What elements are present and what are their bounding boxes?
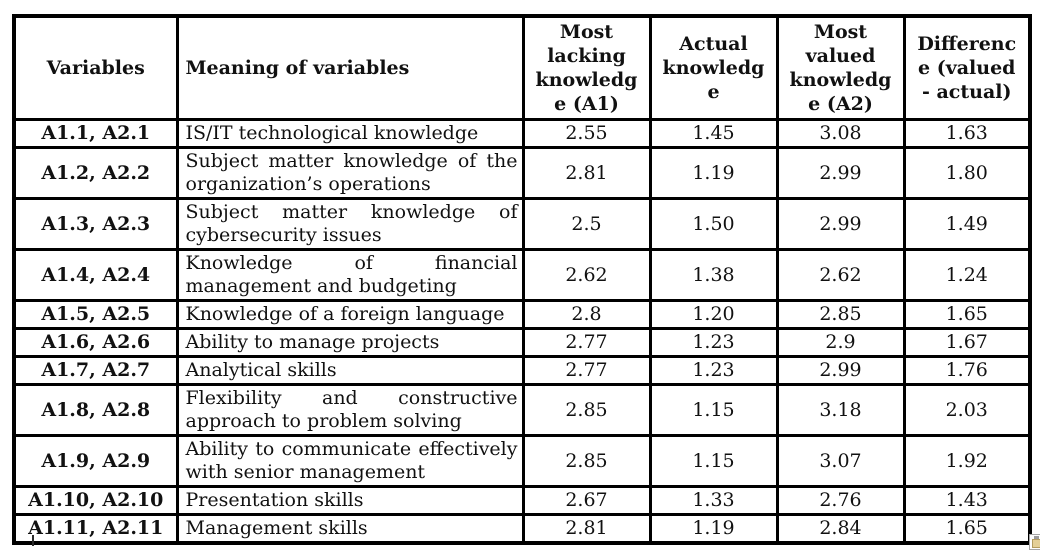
actual-cell: 1.15 [648, 434, 779, 488]
variables-cell: A1.5, A2.5 [12, 299, 179, 330]
actual-cell: 1.23 [648, 355, 779, 386]
variables-cell: A1.9, A2.9 [12, 434, 179, 488]
most-valued-cell: 2.9 [775, 327, 906, 358]
variables-cell: A1.8, A2.8 [12, 383, 179, 437]
table-row: A1.8, A2.8 Flexibility and constructive … [12, 383, 1032, 437]
difference-cell: 1.43 [902, 485, 1032, 516]
most-lacking-cell: 2.8 [521, 299, 652, 330]
actual-cell: 1.19 [648, 513, 779, 545]
meaning-cell: Ability to communicate effectively with … [175, 434, 525, 488]
most-valued-cell: 2.76 [775, 485, 906, 516]
variables-cell: A1.10, A2.10 [12, 485, 179, 516]
meaning-cell: Analytical skills [175, 355, 525, 386]
text-cursor [32, 535, 34, 546]
table-row: A1.4, A2.4 Knowledge of financial manage… [12, 248, 1032, 302]
most-lacking-cell: 2.67 [521, 485, 652, 516]
actual-cell: 1.19 [648, 146, 779, 200]
actual-cell: 1.38 [648, 248, 779, 302]
difference-cell: 2.03 [902, 383, 1032, 437]
most-valued-cell: 2.99 [775, 197, 906, 251]
table-row: A1.3, A2.3 Subject matter knowledge of c… [12, 197, 1032, 251]
actual-cell: 1.50 [648, 197, 779, 251]
most-lacking-cell: 2.5 [521, 197, 652, 251]
meaning-cell: Knowledge of financial management and bu… [175, 248, 525, 302]
most-lacking-cell: 2.77 [521, 327, 652, 358]
table-row: A1.5, A2.5 Knowledge of a foreign langua… [12, 299, 1032, 330]
knowledge-comparison-table: Variables Meaning of variables Most lack… [12, 14, 1032, 545]
actual-cell: 1.20 [648, 299, 779, 330]
difference-cell: 1.80 [902, 146, 1032, 200]
difference-cell: 1.49 [902, 197, 1032, 251]
most-lacking-cell: 2.62 [521, 248, 652, 302]
most-lacking-cell: 2.85 [521, 383, 652, 437]
table-row: A1.10, A2.10 Presentation skills 2.67 1.… [12, 485, 1032, 516]
header-actual: Actual knowledg e [648, 14, 779, 121]
most-lacking-cell: 2.81 [521, 146, 652, 200]
meaning-cell: Management skills [175, 513, 525, 545]
variables-cell: A1.6, A2.6 [12, 327, 179, 358]
header-row: Variables Meaning of variables Most lack… [12, 14, 1032, 121]
most-valued-cell: 3.18 [775, 383, 906, 437]
most-valued-cell: 2.84 [775, 513, 906, 545]
meaning-cell: Presentation skills [175, 485, 525, 516]
variables-cell: A1.11, A2.11 [12, 513, 179, 545]
actual-cell: 1.45 [648, 118, 779, 149]
most-valued-cell: 2.62 [775, 248, 906, 302]
header-most-valued: Most valued knowledg e (A2) [775, 14, 906, 121]
actual-cell: 1.15 [648, 383, 779, 437]
meaning-cell: Knowledge of a foreign language [175, 299, 525, 330]
table-row: A1.7, A2.7 Analytical skills 2.77 1.23 2… [12, 355, 1032, 386]
difference-cell: 1.67 [902, 327, 1032, 358]
most-valued-cell: 2.99 [775, 146, 906, 200]
clipboard-clip-icon [1034, 536, 1039, 539]
variables-cell: A1.3, A2.3 [12, 197, 179, 251]
header-meaning: Meaning of variables [175, 14, 525, 121]
table-row: A1.6, A2.6 Ability to manage projects 2.… [12, 327, 1032, 358]
variables-cell: A1.1, A2.1 [12, 118, 179, 149]
header-variables: Variables [12, 14, 179, 121]
actual-cell: 1.23 [648, 327, 779, 358]
meaning-cell: Flexibility and constructive approach to… [175, 383, 525, 437]
paste-options-icon[interactable] [1029, 534, 1040, 550]
header-difference: Differenc e (valued - actual) [902, 14, 1032, 121]
most-lacking-cell: 2.85 [521, 434, 652, 488]
most-lacking-cell: 2.77 [521, 355, 652, 386]
most-valued-cell: 2.99 [775, 355, 906, 386]
variables-cell: A1.7, A2.7 [12, 355, 179, 386]
difference-cell: 1.92 [902, 434, 1032, 488]
difference-cell: 1.65 [902, 299, 1032, 330]
most-valued-cell: 3.07 [775, 434, 906, 488]
most-lacking-cell: 2.55 [521, 118, 652, 149]
difference-cell: 1.76 [902, 355, 1032, 386]
table-row: A1.1, A2.1 IS/IT technological knowledge… [12, 118, 1032, 149]
most-valued-cell: 3.08 [775, 118, 906, 149]
variables-cell: A1.4, A2.4 [12, 248, 179, 302]
difference-cell: 1.65 [902, 513, 1032, 545]
clipboard-sheet-icon [1032, 539, 1040, 548]
header-most-lacking: Most lacking knowledg e (A1) [521, 14, 652, 121]
table-row: A1.11, A2.11 Management skills 2.81 1.19… [12, 513, 1032, 545]
most-valued-cell: 2.85 [775, 299, 906, 330]
table-row: A1.2, A2.2 Subject matter knowledge of t… [12, 146, 1032, 200]
meaning-cell: Ability to manage projects [175, 327, 525, 358]
most-lacking-cell: 2.81 [521, 513, 652, 545]
actual-cell: 1.33 [648, 485, 779, 516]
difference-cell: 1.24 [902, 248, 1032, 302]
meaning-cell: IS/IT technological knowledge [175, 118, 525, 149]
variables-cell: A1.2, A2.2 [12, 146, 179, 200]
meaning-cell: Subject matter knowledge of the organiza… [175, 146, 525, 200]
table-row: A1.9, A2.9 Ability to communicate effect… [12, 434, 1032, 488]
difference-cell: 1.63 [902, 118, 1032, 149]
meaning-cell: Subject matter knowledge of cybersecurit… [175, 197, 525, 251]
